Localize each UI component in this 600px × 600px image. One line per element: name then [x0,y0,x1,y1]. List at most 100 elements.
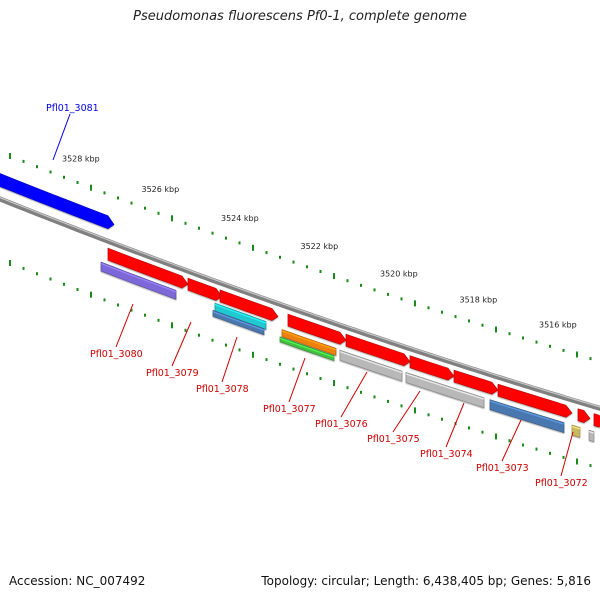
minor-tick [454,315,457,319]
gene-label-1-leader-line [171,321,192,367]
minor-tick [76,288,79,291]
minor-tick [198,333,200,337]
minor-tick [508,439,511,443]
minor-tick [562,455,565,459]
scale-label: 3518 kbp [460,295,498,304]
gene-reverse-0[interactable] [107,247,189,289]
minor-tick [306,372,308,376]
cog-bar-0-highlight [100,262,177,293]
minor-tick [373,288,376,292]
scale-label: 3516 kbp [539,320,577,329]
inner-tick-ring [9,260,592,468]
minor-tick [238,348,241,352]
minor-tick [225,343,227,347]
gene-label-6[interactable]: Pfl01_3074 [420,449,473,460]
minor-tick [360,390,362,394]
cog-bar-1-highlight [214,304,267,324]
gene-forward-pfl01-3081-highlight [0,174,109,218]
minor-tick [292,260,295,264]
gene-reverse-4[interactable] [345,333,411,367]
minor-tick [522,336,524,340]
gene-reverse-2[interactable] [219,289,279,321]
scale-label: 3524 kbp [221,214,259,223]
gene-label-3[interactable]: Pfl01_3077 [263,404,316,415]
gene-reverse-6-highlight [453,371,493,385]
minor-tick [427,306,430,310]
minor-tick [441,417,443,421]
gene-label-7-leader-line [501,419,522,462]
cog-bar-5[interactable] [339,349,403,382]
gene-label-6-leader-line [445,402,465,448]
cog-bar-7[interactable] [489,399,565,434]
minor-tick [265,358,268,362]
genome-summary-text: Topology: circular; Length: 6,438,405 bp… [261,574,591,588]
major-tick [90,291,92,298]
minor-tick [157,318,160,322]
gene-label-4-leader-line [340,371,368,418]
cog-bar-6[interactable] [405,371,485,409]
minor-tick [144,206,146,210]
gene-reverse-1-highlight [187,279,217,291]
major-tick [576,351,578,358]
minor-tick [468,426,470,430]
minor-tick [346,279,349,283]
major-tick [495,433,497,440]
minor-tick [225,236,227,240]
minor-tick [22,266,25,270]
cog-bar-6-highlight [405,373,485,400]
minor-tick [360,283,362,287]
minor-tick [49,277,52,281]
minor-tick [279,362,281,366]
minor-tick [211,231,214,235]
cog-bar-9-highlight [588,431,595,434]
gene-label-4[interactable]: Pfl01_3076 [315,419,368,430]
major-tick [414,300,416,307]
minor-tick [427,413,430,417]
cog-bar-5-highlight [339,351,403,374]
minor-tick [373,395,376,399]
gene-reverse-4-highlight [345,335,405,356]
major-tick [90,184,92,191]
gene-label-highlighted[interactable]: Pfl01_3081 [46,103,99,114]
minor-tick [36,272,38,276]
minor-tick [103,191,106,195]
major-tick [9,260,11,266]
gene-reverse-3-highlight [287,315,341,335]
gene-label-5[interactable]: Pfl01_3075 [367,434,420,445]
gene-reverse-6[interactable] [453,369,499,395]
gene-reverse-1[interactable] [187,277,223,301]
minor-tick [49,170,52,174]
gene-reverse-7[interactable] [497,383,573,418]
minor-tick [63,282,65,286]
cog-bar-2-highlight [212,311,265,331]
major-tick [333,273,335,280]
minor-tick [306,265,308,269]
minor-tick [184,221,187,225]
minor-tick [279,255,281,259]
gene-forward-pfl01-3081[interactable] [0,172,115,230]
minor-tick [36,165,38,169]
gene-reverse-5[interactable] [409,355,455,381]
gene-reverse-3[interactable] [287,313,347,345]
major-tick [171,322,173,329]
minor-tick [481,430,484,434]
gene-reverse-8[interactable] [577,408,591,423]
minor-tick [319,377,322,380]
gene-label-1[interactable]: Pfl01_3079 [146,368,199,379]
gene-reverse-7-highlight [497,385,567,408]
major-tick [252,244,254,251]
gene-label-8-leader-line [560,431,574,477]
gene-label-highlighted-leader-line [52,113,71,161]
major-tick [252,351,254,358]
gene-reverse-8-highlight [577,409,585,413]
minor-tick [468,319,470,323]
minor-tick [481,323,484,327]
minor-tick [63,175,65,179]
gene-label-8[interactable]: Pfl01_3072 [535,478,588,489]
gene-label-2-leader-line [221,336,238,383]
gene-label-2[interactable]: Pfl01_3078 [196,384,249,395]
gene-features [0,172,600,442]
gene-label-0[interactable]: Pfl01_3080 [90,349,143,360]
gene-label-7[interactable]: Pfl01_3073 [476,463,529,474]
